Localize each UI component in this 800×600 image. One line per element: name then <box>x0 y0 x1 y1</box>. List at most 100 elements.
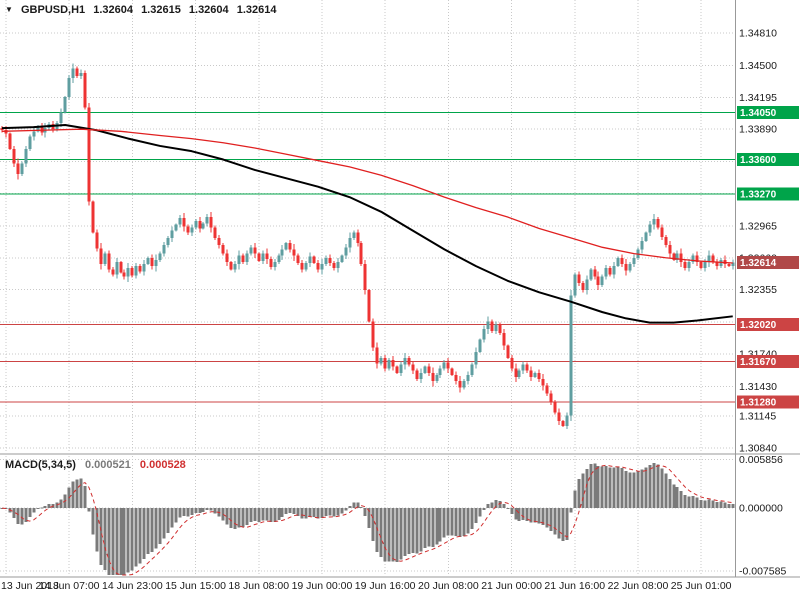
time-axis-label[interactable]: 19 Jun 16:00 <box>355 580 416 592</box>
price-tick-label[interactable]: 1.30840 <box>739 443 777 455</box>
candle <box>269 258 273 268</box>
candle <box>63 96 67 113</box>
macd-histogram-bar <box>458 508 462 538</box>
candle <box>103 253 107 265</box>
time-axis-label[interactable]: 22 Jun 08:00 <box>608 580 669 592</box>
price-tick-label[interactable]: 1.34810 <box>739 28 777 40</box>
candle <box>170 230 174 238</box>
macd-histogram-bar <box>280 508 284 518</box>
price-tick-label[interactable]: 1.34500 <box>739 60 777 72</box>
candle <box>130 268 134 276</box>
time-axis-label[interactable]: 25 Jun 01:00 <box>671 580 732 592</box>
candle <box>280 249 284 256</box>
candle <box>0 128 4 131</box>
resistance-price-label <box>737 153 799 167</box>
macd-histogram-bar <box>284 508 288 514</box>
ma-red-line <box>1 128 733 264</box>
time-axis-label[interactable]: 20 Jun 08:00 <box>418 580 479 592</box>
macd-histogram-bar <box>166 508 170 534</box>
candle <box>506 345 510 359</box>
macd-histogram-bar <box>340 508 344 514</box>
candle <box>205 217 209 224</box>
price-tick-label[interactable]: 1.33890 <box>739 124 777 136</box>
macd-tick-label[interactable]: 0.000000 <box>739 503 783 515</box>
macd-histogram-bar <box>478 508 482 517</box>
candle <box>324 257 328 265</box>
candle <box>8 133 12 150</box>
price-tick-label[interactable]: 1.31430 <box>739 381 777 393</box>
macd-histogram-bar <box>715 501 719 509</box>
candle <box>549 393 553 403</box>
time-axis-label[interactable]: 14 Jun 07:00 <box>39 580 100 592</box>
candle <box>99 248 103 265</box>
price-tick-label[interactable]: 1.32965 <box>739 220 777 232</box>
support-price-label <box>737 354 799 368</box>
time-axis-label[interactable]: 21 Jun 16:00 <box>544 580 605 592</box>
candle <box>277 255 281 262</box>
candle <box>648 224 652 233</box>
candle <box>423 366 427 373</box>
candle <box>308 256 312 264</box>
candle <box>122 272 126 277</box>
symbol-dropdown-icon[interactable]: ▼ <box>5 5 13 14</box>
macd-histogram-bar <box>616 466 620 509</box>
price-tick-label[interactable]: 1.31145 <box>739 411 776 423</box>
candle <box>142 264 146 272</box>
candle <box>213 227 217 238</box>
candle <box>458 381 462 388</box>
candle <box>32 131 36 137</box>
time-axis-label[interactable]: 13 Jun 2018 <box>1 580 59 592</box>
candle <box>312 256 316 264</box>
macd-tick-label[interactable]: 0.005856 <box>739 454 783 466</box>
resistance-price-label-text: 1.33600 <box>740 155 777 166</box>
candle <box>707 255 711 262</box>
macd-tick-label[interactable]: -0.007585 <box>739 565 786 577</box>
time-axis-label[interactable]: 21 Jun 00:00 <box>481 580 542 592</box>
candle <box>419 372 423 380</box>
macd-histogram-bar <box>395 508 399 563</box>
candle <box>502 333 506 346</box>
macd-histogram-bar <box>134 508 138 567</box>
macd-histogram-bar <box>32 508 36 513</box>
macd-histogram-bar <box>107 508 111 575</box>
candle <box>245 253 249 262</box>
ohlc-high: 1.32615 <box>141 4 181 16</box>
support-price-label <box>737 395 799 409</box>
candle <box>573 274 577 296</box>
macd-histogram-bar <box>209 508 213 511</box>
candle <box>510 358 514 369</box>
price-tick-label[interactable]: 1.32355 <box>739 284 777 296</box>
macd-histogram-bar <box>435 508 439 545</box>
macd-histogram-bar <box>656 464 660 509</box>
candle <box>174 224 178 231</box>
macd-histogram-bar <box>273 508 277 522</box>
candle <box>438 368 442 375</box>
macd-histogram-bar <box>711 500 715 509</box>
macd-histogram-bar <box>277 508 281 520</box>
candle <box>435 374 439 382</box>
macd-histogram-bar <box>130 508 134 571</box>
time-axis-label[interactable]: 18 Jun 08:00 <box>228 580 289 592</box>
candle <box>221 245 225 254</box>
macd-histogram-value: 0.000521 <box>84 459 131 471</box>
time-axis-label[interactable]: 14 Jun 23:00 <box>102 580 163 592</box>
candle <box>332 263 336 269</box>
macd-histogram-bar <box>383 508 387 562</box>
candle <box>462 381 466 388</box>
macd-histogram-bar <box>178 508 182 518</box>
candle <box>201 223 205 229</box>
macd-histogram-bar <box>573 490 577 509</box>
candle <box>691 255 695 262</box>
resistance-price-label <box>737 187 799 201</box>
candle <box>604 268 608 277</box>
time-axis-label[interactable]: 15 Jun 15:00 <box>165 580 226 592</box>
candle <box>541 379 545 386</box>
candle <box>557 412 561 421</box>
time-axis-label[interactable]: 19 Jun 00:00 <box>292 580 353 592</box>
macd-histogram-bar <box>296 508 300 516</box>
candle <box>16 163 20 175</box>
candle <box>494 324 498 331</box>
price-tick-label[interactable]: 1.34195 <box>739 92 777 104</box>
